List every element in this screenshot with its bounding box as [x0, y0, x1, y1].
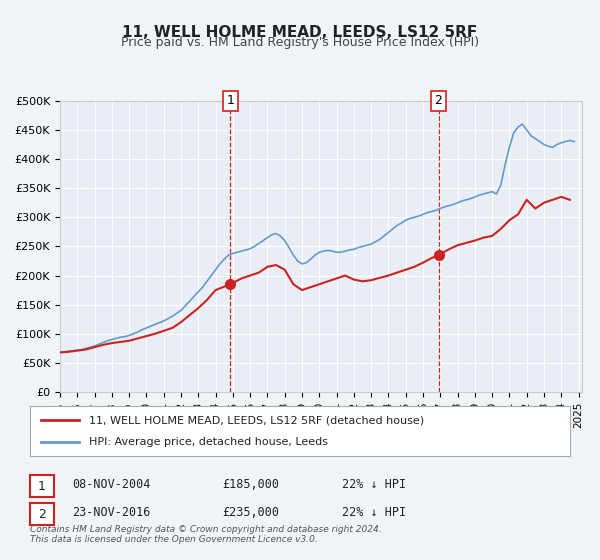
Text: 08-NOV-2004: 08-NOV-2004	[72, 478, 151, 491]
Text: 22% ↓ HPI: 22% ↓ HPI	[342, 478, 406, 491]
Text: 1: 1	[38, 479, 46, 493]
Text: 1: 1	[226, 94, 234, 108]
Text: 23-NOV-2016: 23-NOV-2016	[72, 506, 151, 519]
Text: 2: 2	[38, 507, 46, 521]
Text: 2: 2	[434, 94, 442, 108]
Text: £185,000: £185,000	[222, 478, 279, 491]
Text: Contains HM Land Registry data © Crown copyright and database right 2024.
This d: Contains HM Land Registry data © Crown c…	[30, 525, 382, 544]
Text: £235,000: £235,000	[222, 506, 279, 519]
Text: Price paid vs. HM Land Registry's House Price Index (HPI): Price paid vs. HM Land Registry's House …	[121, 36, 479, 49]
Text: 11, WELL HOLME MEAD, LEEDS, LS12 5RF: 11, WELL HOLME MEAD, LEEDS, LS12 5RF	[122, 25, 478, 40]
Text: 11, WELL HOLME MEAD, LEEDS, LS12 5RF (detached house): 11, WELL HOLME MEAD, LEEDS, LS12 5RF (de…	[89, 415, 425, 425]
Text: HPI: Average price, detached house, Leeds: HPI: Average price, detached house, Leed…	[89, 437, 328, 447]
Text: 22% ↓ HPI: 22% ↓ HPI	[342, 506, 406, 519]
